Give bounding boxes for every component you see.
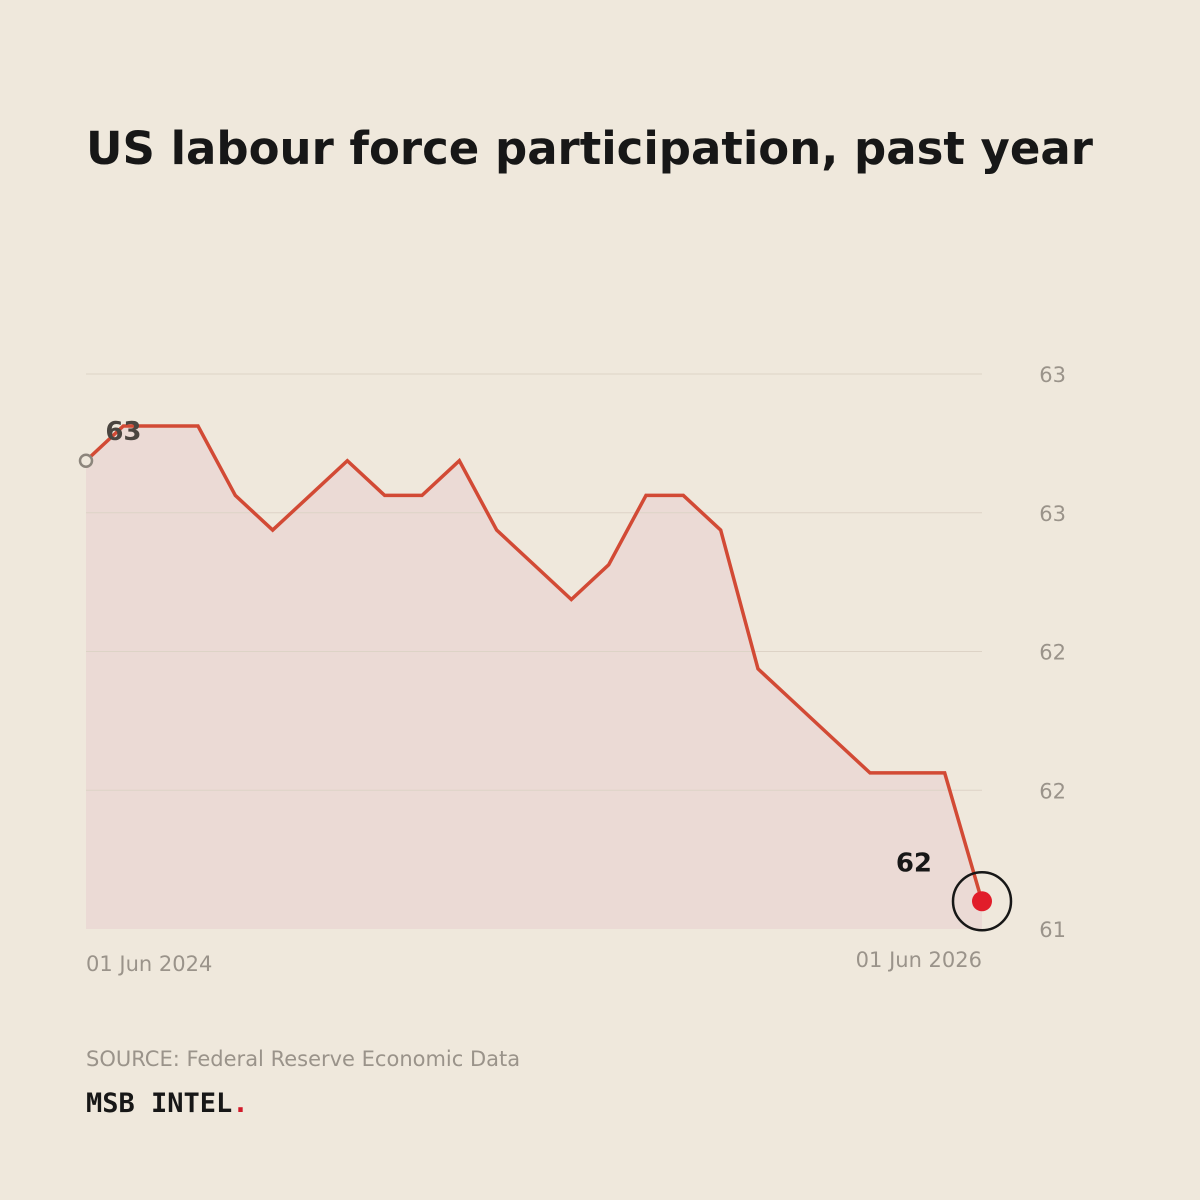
y-tick-label: 62 [1039, 779, 1066, 803]
source-note: SOURCE: Federal Reserve Economic Data [86, 1047, 521, 1071]
start-point-marker [78, 453, 94, 468]
y-tick-label: 63 [1039, 502, 1066, 526]
area-fill [86, 426, 982, 929]
x-tick-label-end: 01 Jun 2026 [856, 948, 982, 972]
series-line [84, 424, 984, 903]
start-value-label: 63 [105, 417, 141, 447]
end-point-marker [972, 891, 992, 912]
y-tick-label: 61 [1039, 918, 1066, 942]
brand-name: MSB INTEL [86, 1088, 233, 1119]
brand-dot: . [232, 1088, 249, 1119]
brand-logo: MSB INTEL. [86, 1088, 249, 1119]
y-tick-label: 62 [1039, 641, 1066, 665]
y-tick-label: 63 [1039, 363, 1066, 387]
chart-title: US labour force participation, past year [86, 122, 1093, 175]
end-value-label: 62 [896, 848, 932, 878]
end-point-ring [951, 871, 1013, 932]
x-tick-label-start: 01 Jun 2024 [86, 952, 212, 976]
